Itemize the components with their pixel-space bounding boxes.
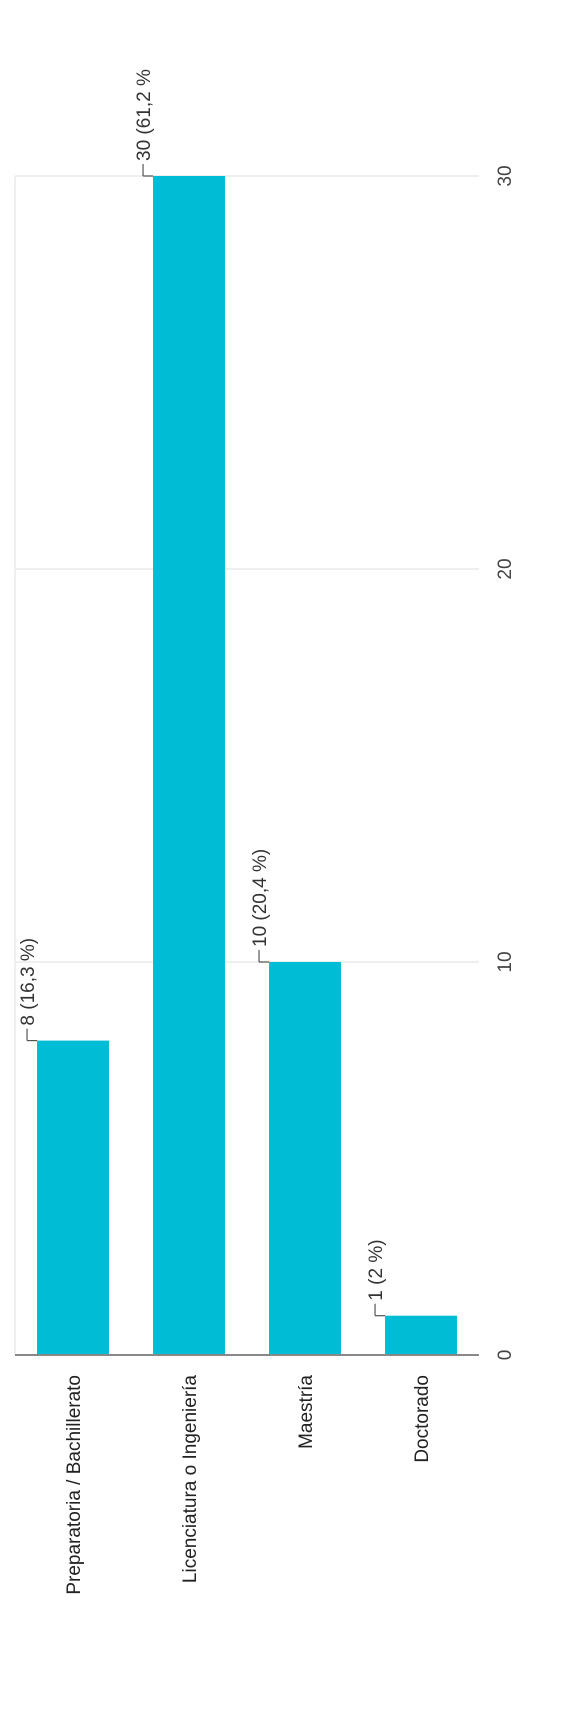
bars xyxy=(37,176,457,1355)
category-label: Maestría xyxy=(296,1375,317,1449)
x-tick-label: 10 xyxy=(495,951,516,972)
category-label: Licenciatura o Ingeniería xyxy=(180,1375,201,1584)
data-label: 8 (16,3 %) xyxy=(18,938,39,1026)
x-tick-label: 20 xyxy=(495,558,516,579)
gridlines xyxy=(14,175,479,1355)
data-label: 30 (61,2 % xyxy=(134,69,155,161)
bar xyxy=(385,1315,457,1355)
data-label: 10 (20,4 %) xyxy=(250,849,271,947)
bar xyxy=(153,176,225,1355)
bar xyxy=(37,1040,109,1355)
x-tick-label: 30 xyxy=(495,165,516,186)
label-leaders xyxy=(26,164,386,1317)
category-label: Preparatoria / Bachillerato xyxy=(64,1375,85,1595)
data-label: 1 (2 %) xyxy=(366,1239,387,1300)
category-label: Doctorado xyxy=(412,1375,433,1463)
bar xyxy=(269,962,341,1355)
text-labels: 0 10 20 30 8 (16,3 %) Preparatoria / Bachille… xyxy=(18,69,516,1595)
chart-rotated-group: 0 10 20 30 8 (16,3 %) Preparatoria / Bachille… xyxy=(14,69,516,1595)
x-tick-label: 0 xyxy=(495,1350,516,1361)
